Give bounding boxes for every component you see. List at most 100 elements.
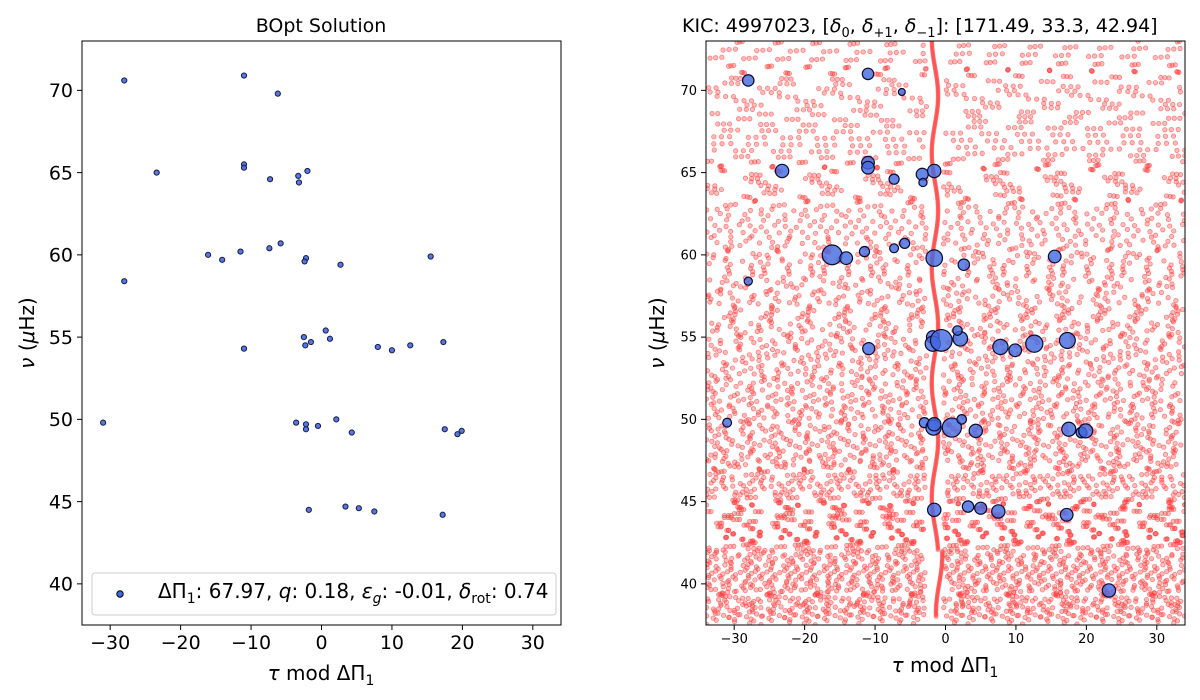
model-point (1058, 283, 1064, 289)
model-point (934, 224, 940, 229)
model-point (1031, 412, 1037, 418)
model-point (1058, 210, 1064, 216)
model-point (782, 380, 788, 386)
model-point (930, 393, 935, 398)
model-point (999, 613, 1005, 619)
model-point (930, 395, 936, 401)
model-point (867, 322, 873, 328)
model-point (923, 353, 930, 359)
model-point (841, 312, 847, 319)
model-point (733, 148, 739, 154)
model-point (900, 336, 907, 342)
model-point (935, 319, 941, 325)
model-point (748, 321, 754, 327)
model-point (931, 285, 936, 290)
model-point (1095, 139, 1101, 145)
model-point (868, 112, 874, 118)
model-point (742, 567, 748, 573)
model-point (914, 245, 920, 251)
model-point (859, 586, 866, 592)
model-point (1021, 493, 1027, 499)
model-point (1063, 326, 1069, 332)
model-point (1176, 84, 1183, 91)
model-point (721, 274, 728, 280)
model-point (852, 382, 858, 389)
model-point (853, 371, 860, 378)
model-point (782, 243, 788, 249)
model-point (959, 283, 966, 289)
model-point (1171, 228, 1177, 234)
model-point (1068, 83, 1074, 90)
model-point (899, 493, 905, 499)
model-point (1019, 52, 1025, 58)
model-point (751, 371, 757, 377)
model-point (744, 102, 750, 108)
model-point (875, 338, 881, 345)
model-point (1149, 215, 1155, 221)
model-point (718, 286, 724, 292)
model-point (935, 106, 940, 112)
model-point (1053, 340, 1059, 346)
model-point (938, 568, 944, 574)
model-point (782, 212, 788, 218)
model-point (787, 48, 793, 54)
model-point (1041, 551, 1047, 557)
model-point (890, 353, 896, 359)
model-point (764, 64, 770, 70)
model-point (932, 409, 938, 415)
model-point (982, 297, 988, 303)
model-point (1115, 321, 1121, 327)
model-point (1114, 181, 1121, 188)
model-point (1019, 73, 1025, 79)
model-point (1127, 133, 1134, 139)
model-point (836, 363, 842, 369)
model-point (1128, 216, 1134, 222)
model-point (1144, 221, 1150, 227)
model-point (1058, 52, 1065, 59)
model-point (780, 56, 786, 62)
model-point (888, 613, 894, 619)
model-point (929, 485, 935, 491)
model-point (932, 521, 937, 526)
model-point (1005, 151, 1011, 157)
model-point (831, 86, 838, 92)
model-point (1107, 395, 1114, 401)
model-point (1048, 296, 1055, 303)
model-point (879, 588, 886, 594)
model-point (929, 153, 935, 159)
model-point (774, 290, 780, 296)
model-point (965, 219, 971, 225)
model-point (929, 373, 935, 379)
model-point (710, 615, 716, 621)
model-point (970, 369, 976, 375)
model-point (1001, 137, 1007, 144)
model-point (870, 218, 876, 225)
model-point (826, 424, 832, 430)
model-point (1053, 451, 1059, 457)
model-point (845, 393, 851, 399)
model-point (812, 230, 819, 236)
model-point (707, 55, 713, 61)
model-point (830, 191, 836, 197)
model-point (723, 223, 729, 230)
model-point (934, 599, 939, 605)
model-point (1014, 253, 1021, 259)
model-point (885, 280, 891, 287)
model-point (1092, 132, 1099, 138)
model-point (726, 46, 732, 53)
model-point (1166, 62, 1173, 69)
model-point (1029, 131, 1035, 137)
model-point (1022, 614, 1028, 621)
model-point (1178, 562, 1185, 569)
model-point (1104, 605, 1110, 611)
model-point (912, 58, 919, 65)
model-point (777, 80, 783, 87)
model-point (991, 372, 997, 378)
model-point (826, 239, 832, 245)
model-point (706, 251, 710, 257)
model-point (911, 204, 918, 210)
model-point (1014, 288, 1021, 294)
model-point (1031, 387, 1037, 393)
model-point (728, 75, 735, 81)
model-point (1164, 106, 1171, 112)
